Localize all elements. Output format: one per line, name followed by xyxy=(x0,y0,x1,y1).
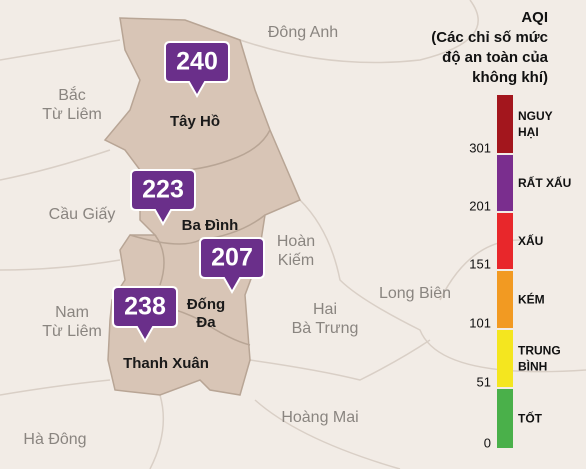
legend-level: BÌNH xyxy=(518,359,547,374)
aqi-value: 207 xyxy=(211,244,253,272)
legend-threshold: 301 xyxy=(469,140,491,155)
district-label: Kiếm xyxy=(278,252,314,269)
district-label: Hoàng Mai xyxy=(281,409,358,426)
aqi-value: 223 xyxy=(142,176,184,204)
legend-level: RẤT XẤU xyxy=(518,175,571,190)
legend-threshold: 201 xyxy=(469,198,491,213)
district-label: Nam xyxy=(55,304,89,321)
legend-level: HẠI xyxy=(518,125,539,139)
legend-band xyxy=(497,389,513,448)
legend-level: KÉM xyxy=(518,292,545,307)
legend-band xyxy=(497,271,513,328)
district-label: Từ Liêm xyxy=(42,106,102,123)
legend-threshold: 51 xyxy=(477,374,491,389)
legend-level: XẤU xyxy=(518,233,543,248)
district-label: Cầu Giấy xyxy=(49,206,116,223)
district-name: Ba Đình xyxy=(182,217,239,234)
legend-threshold: 101 xyxy=(469,315,491,330)
aqi-value: 240 xyxy=(176,48,218,76)
district-name: Đa xyxy=(196,314,216,331)
legend-threshold: 0 xyxy=(484,435,491,450)
district-name: Thanh Xuân xyxy=(123,355,209,372)
legend-threshold: 151 xyxy=(469,256,491,271)
legend-band xyxy=(497,330,513,387)
legend-title: độ an toàn của xyxy=(442,49,549,66)
legend-band xyxy=(497,155,513,211)
district-label: Long Biên xyxy=(379,285,451,302)
legend-band xyxy=(497,213,513,269)
district-label: Hà Đông xyxy=(23,431,86,448)
aqi-value: 238 xyxy=(124,293,166,321)
district-label: Từ Liêm xyxy=(42,323,102,340)
legend-level: NGUY xyxy=(518,109,553,123)
district-label: Hoàn xyxy=(277,233,315,250)
district-label: Bắc xyxy=(58,85,86,104)
legend-level: TỐT xyxy=(518,411,543,426)
legend-level: TRUNG xyxy=(518,344,561,358)
legend-band xyxy=(497,95,513,153)
marker-pin xyxy=(199,237,265,295)
district-label: Hai xyxy=(313,301,337,318)
legend-title: AQI xyxy=(521,9,548,26)
marker-pin xyxy=(164,41,230,99)
legend-title: (Các chỉ số mức xyxy=(431,29,548,46)
district-name: Đống xyxy=(187,296,225,313)
district-label: Bà Trưng xyxy=(292,320,359,337)
district-name: Tây Hồ xyxy=(170,113,220,130)
district-label: Đông Anh xyxy=(268,24,338,41)
marker-pin xyxy=(112,286,178,344)
legend-title: không khí) xyxy=(472,69,548,86)
marker-pin xyxy=(130,169,196,227)
